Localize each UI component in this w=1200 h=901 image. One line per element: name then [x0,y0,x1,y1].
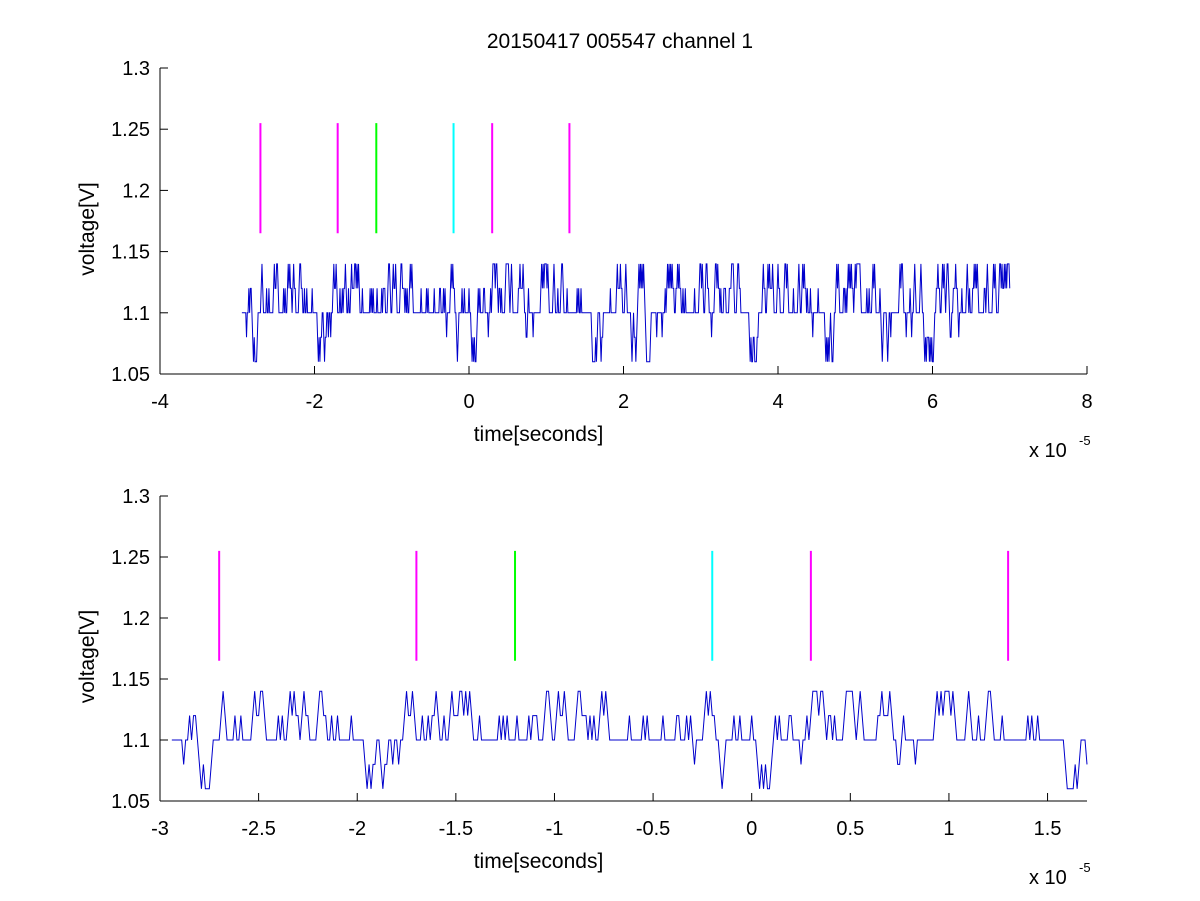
x-tick-label: -3 [151,818,169,840]
y-tick-label: 1.15 [111,669,150,691]
y-tick-label: 1.05 [111,791,150,813]
y-axis-label: voltage[V] [76,610,99,703]
voltage-trace [171,690,1088,790]
x-tick-label: -2 [306,391,324,413]
y-tick-label: 1.1 [122,730,150,752]
x-tick-label: 1.5 [1034,818,1062,840]
x-tick-label: 8 [1081,391,1092,413]
voltage-trace [241,263,1011,363]
y-tick-label: 1.2 [122,180,150,202]
y-tick-label: 1.3 [122,486,150,508]
bottom-subplot: 1.05 1.1 1.15 1.2 1.25 1.3 -3 -2.5 -2 -1.5 -1 -0.5 0… [76,486,1091,889]
x-tick-label: 6 [927,391,938,413]
x-axis-label: time[seconds] [474,423,604,446]
x-tick-label: -4 [151,391,169,413]
y-tick-label: 1.15 [111,242,150,264]
x-exponent-power: -5 [1079,860,1091,875]
y-tick-label: 1.05 [111,364,150,386]
y-tick-label: 1.25 [111,547,150,569]
x-tick-label: -1.5 [439,818,473,840]
x-tick-label: 4 [772,391,783,413]
y-tick-label: 1.1 [122,303,150,325]
x-tick-label: 1 [943,818,954,840]
y-tick-label: 1.25 [111,119,150,141]
x-tick-label: 0.5 [836,818,864,840]
figure-title: 20150417 005547 channel 1 [487,30,753,53]
x-tick-label: -2.5 [241,818,275,840]
x-exponent-label: x 10 [1029,867,1067,889]
x-tick-label: -0.5 [636,818,670,840]
x-axis-label: time[seconds] [474,850,604,873]
x-tick-label: 0 [463,391,474,413]
x-tick-label: 0 [746,818,757,840]
top-subplot: 1.05 1.1 1.15 1.2 1.25 1.3 -4 -2 0 2 4 6 8 time[secon… [76,58,1093,462]
x-tick-label: -1 [546,818,564,840]
y-axis-label: voltage[V] [76,182,99,275]
x-exponent-label: x 10 [1029,440,1067,462]
x-exponent-power: -5 [1079,433,1091,448]
y-tick-label: 1.3 [122,58,150,80]
y-tick-label: 1.2 [122,608,150,630]
x-tick-label: 2 [618,391,629,413]
x-tick-label: -2 [348,818,366,840]
